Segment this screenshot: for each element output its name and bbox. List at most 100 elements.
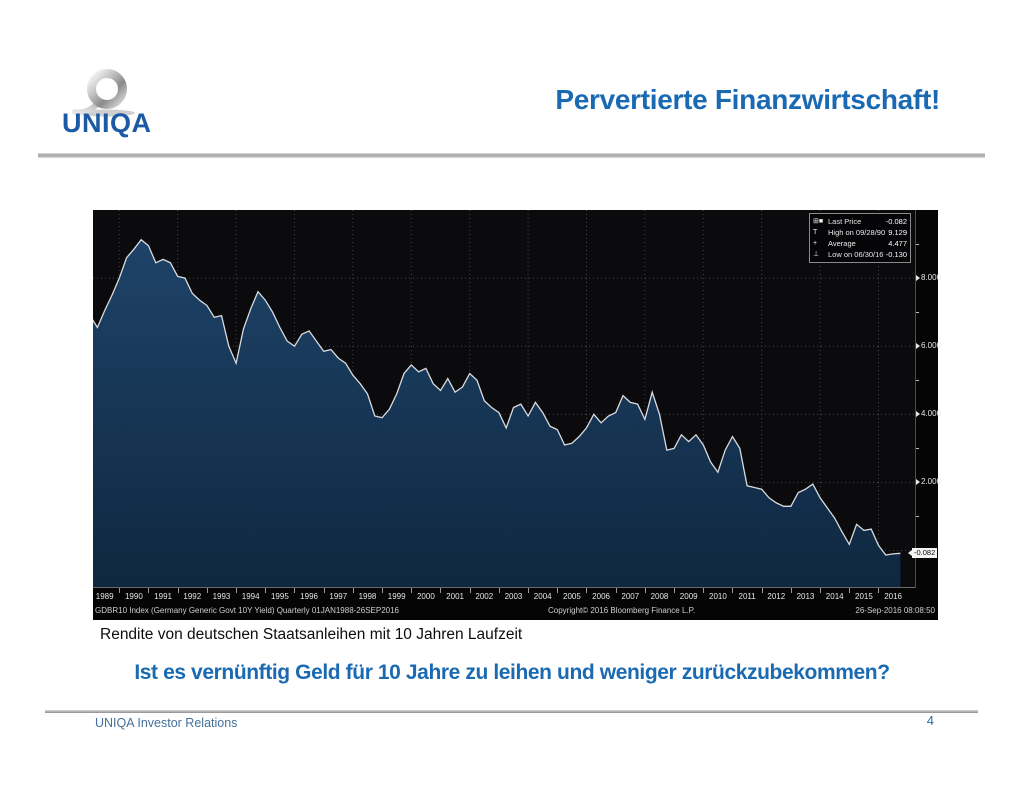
x-axis-year-label: 2011 <box>738 592 756 601</box>
y-axis-label-text: 4.000 <box>921 409 942 419</box>
chart-caption: Rendite von deutschen Staatsanleihen mit… <box>100 626 523 643</box>
x-axis-year-label: 1997 <box>329 592 348 601</box>
y-axis-minor-tick <box>916 448 919 450</box>
x-axis-tick <box>469 588 471 593</box>
x-axis-year-label: 1998 <box>358 592 377 601</box>
x-axis-year-label: 2015 <box>854 592 873 601</box>
x-axis-tick <box>498 588 500 593</box>
legend-value: 4.477 <box>888 239 907 248</box>
x-axis-tick <box>820 588 822 593</box>
y-axis-label: 4.000 <box>916 409 941 418</box>
x-axis-year-label: 2012 <box>767 592 786 601</box>
x-axis-tick <box>878 588 880 593</box>
uniqa-logo: UNIQA <box>54 62 164 142</box>
x-axis-year-label: 1991 <box>154 592 172 601</box>
yield-line-series <box>93 238 901 556</box>
legend-value: 9.129 <box>888 228 907 237</box>
x-axis-year-label: 2010 <box>708 592 727 601</box>
y-axis-minor-tick <box>916 380 919 382</box>
legend-label: Last Price <box>828 217 862 226</box>
chart-source-label: GDBR10 Index (Germany Generic Govt 10Y Y… <box>95 606 400 615</box>
x-axis-tick <box>703 588 705 593</box>
x-axis-year-label: 1999 <box>387 592 406 601</box>
x-axis-year-label: 1992 <box>183 592 202 601</box>
x-axis-year-label: 2006 <box>592 592 610 601</box>
tick-arrow-icon <box>916 410 920 417</box>
high-marker-icon: T <box>813 229 818 236</box>
x-axis-year-label: 2007 <box>621 592 640 601</box>
x-axis-year-label: 2009 <box>679 592 698 601</box>
legend-value: -0.130 <box>885 250 907 259</box>
x-axis-year-label: 1995 <box>270 592 289 601</box>
last-price-square-icon: ⊞■ <box>813 218 824 225</box>
x-axis-year-label: 2001 <box>446 592 464 601</box>
x-axis-year-label: 2005 <box>562 592 581 601</box>
x-axis-tick <box>761 588 763 593</box>
x-axis-tick <box>177 588 179 593</box>
x-axis-year-label: 1993 <box>212 592 231 601</box>
y-axis-minor-tick <box>916 516 919 518</box>
legend-row: + Average 4.477 <box>813 238 907 249</box>
x-axis-tick <box>586 588 588 593</box>
average-marker-icon: + <box>813 240 818 247</box>
x-axis-tick <box>323 588 325 593</box>
chart-copyright-label: Copyright© 2016 Bloomberg Finance L.P. <box>548 606 696 615</box>
x-axis-tick <box>528 588 530 593</box>
header-divider <box>38 153 985 158</box>
last-price-tag: -0.082 <box>907 548 938 559</box>
x-axis-tick <box>790 588 792 593</box>
x-axis-tick <box>382 588 384 593</box>
legend-label: High on 09/28/90 <box>828 228 886 237</box>
y-axis-minor-tick <box>916 244 919 246</box>
chart-timestamp: 26-Sep-2016 08:08:50 <box>855 606 935 615</box>
uniqa-logo-text: UNIQA <box>62 108 152 138</box>
x-axis-year-label: 2004 <box>533 592 552 601</box>
y-axis-minor-tick <box>916 312 919 314</box>
chart-legend: ⊞■ Last Price -0.082 T High on 09/28/90 9.129… <box>809 213 911 263</box>
x-axis-tick <box>557 588 559 593</box>
x-axis-tick <box>674 588 676 593</box>
legend-label: Low on 06/30/16 <box>828 250 884 259</box>
x-axis-tick <box>352 588 354 593</box>
y-axis-label-text: 2.000 <box>921 477 942 487</box>
chart-plot-area <box>93 210 915 588</box>
x-axis-tick <box>236 588 238 593</box>
x-axis-tick <box>644 588 646 593</box>
y-axis-label-text: 8.000 <box>921 273 942 283</box>
x-axis-year-label: 1990 <box>124 592 143 601</box>
x-axis-tick <box>849 588 851 593</box>
x-axis-tick <box>615 588 617 593</box>
x-axis-year-label: 2000 <box>416 592 435 601</box>
x-axis-tick <box>411 588 413 593</box>
yield-area-series <box>93 239 901 588</box>
x-axis-year-label: 1994 <box>241 592 260 601</box>
x-axis-year-label: 1989 <box>95 592 114 601</box>
x-axis-year-label: 2003 <box>504 592 523 601</box>
tick-arrow-icon <box>916 342 920 349</box>
x-axis-tick <box>119 588 121 593</box>
y-axis-label: 2.000 <box>916 477 941 486</box>
low-marker-icon: ⊥ <box>813 251 820 258</box>
legend-row: ⊥ Low on 06/30/16 -0.130 <box>813 249 907 260</box>
page-number: 4 <box>926 713 934 728</box>
legend-label: Average <box>828 239 856 248</box>
legend-value: -0.082 <box>885 217 907 226</box>
x-axis-year-label: 2013 <box>796 592 815 601</box>
x-axis-year-label: 2016 <box>884 592 902 601</box>
legend-row: T High on 09/28/90 9.129 <box>813 227 907 238</box>
page-title: Pervertierte Finanzwirtschaft! <box>555 84 940 115</box>
x-axis-year-label: 1996 <box>300 592 318 601</box>
tick-arrow-icon <box>916 274 920 281</box>
chart-x-axis: 1989 1990 1991 1992 1993 1994 1995 1996 1997 1998… <box>93 588 938 604</box>
x-axis-tick <box>440 588 442 593</box>
x-axis-tick <box>265 588 267 593</box>
y-axis-label-text: 6.000 <box>921 341 942 351</box>
footer-divider <box>45 710 978 713</box>
x-axis-tick <box>294 588 296 593</box>
bloomberg-chart: 8.000 6.000 4.000 2.000 1989 1990 1991 1992 199… <box>93 210 942 620</box>
chart-y-axis: 8.000 6.000 4.000 2.000 <box>915 210 942 588</box>
x-axis-year-label: 2014 <box>825 592 844 601</box>
key-question: Ist es vernünftig Geld für 10 Jahre zu l… <box>134 661 890 684</box>
footer-company: UNIQA Investor Relations <box>95 716 238 730</box>
